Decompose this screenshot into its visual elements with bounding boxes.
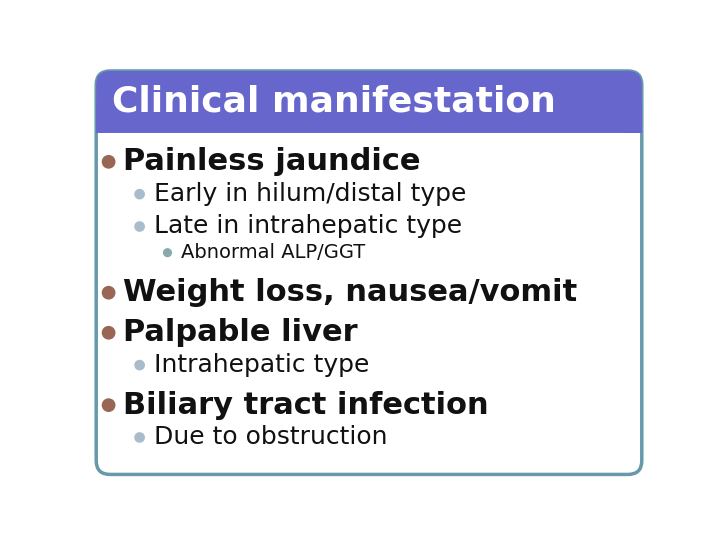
FancyBboxPatch shape bbox=[96, 71, 642, 475]
Circle shape bbox=[102, 327, 114, 339]
Text: Clinical manifestation: Clinical manifestation bbox=[112, 85, 556, 119]
Circle shape bbox=[102, 287, 114, 299]
Text: Early in hilum/distal type: Early in hilum/distal type bbox=[153, 182, 466, 206]
FancyBboxPatch shape bbox=[96, 71, 642, 132]
Text: Painless jaundice: Painless jaundice bbox=[122, 147, 420, 177]
Bar bbox=[96, 102, 642, 132]
Text: Biliary tract infection: Biliary tract infection bbox=[122, 390, 488, 420]
Text: Late in intrahepatic type: Late in intrahepatic type bbox=[153, 214, 462, 239]
Circle shape bbox=[102, 156, 114, 168]
Circle shape bbox=[135, 361, 144, 370]
Circle shape bbox=[135, 222, 144, 231]
Text: Abnormal ALP/GGT: Abnormal ALP/GGT bbox=[181, 243, 366, 262]
Text: Palpable liver: Palpable liver bbox=[122, 318, 357, 347]
Circle shape bbox=[135, 190, 144, 199]
Text: Intrahepatic type: Intrahepatic type bbox=[153, 353, 369, 377]
Text: Due to obstruction: Due to obstruction bbox=[153, 426, 387, 449]
Circle shape bbox=[163, 249, 171, 256]
Circle shape bbox=[135, 433, 144, 442]
Circle shape bbox=[102, 399, 114, 411]
Text: Weight loss, nausea/vomit: Weight loss, nausea/vomit bbox=[122, 278, 577, 307]
